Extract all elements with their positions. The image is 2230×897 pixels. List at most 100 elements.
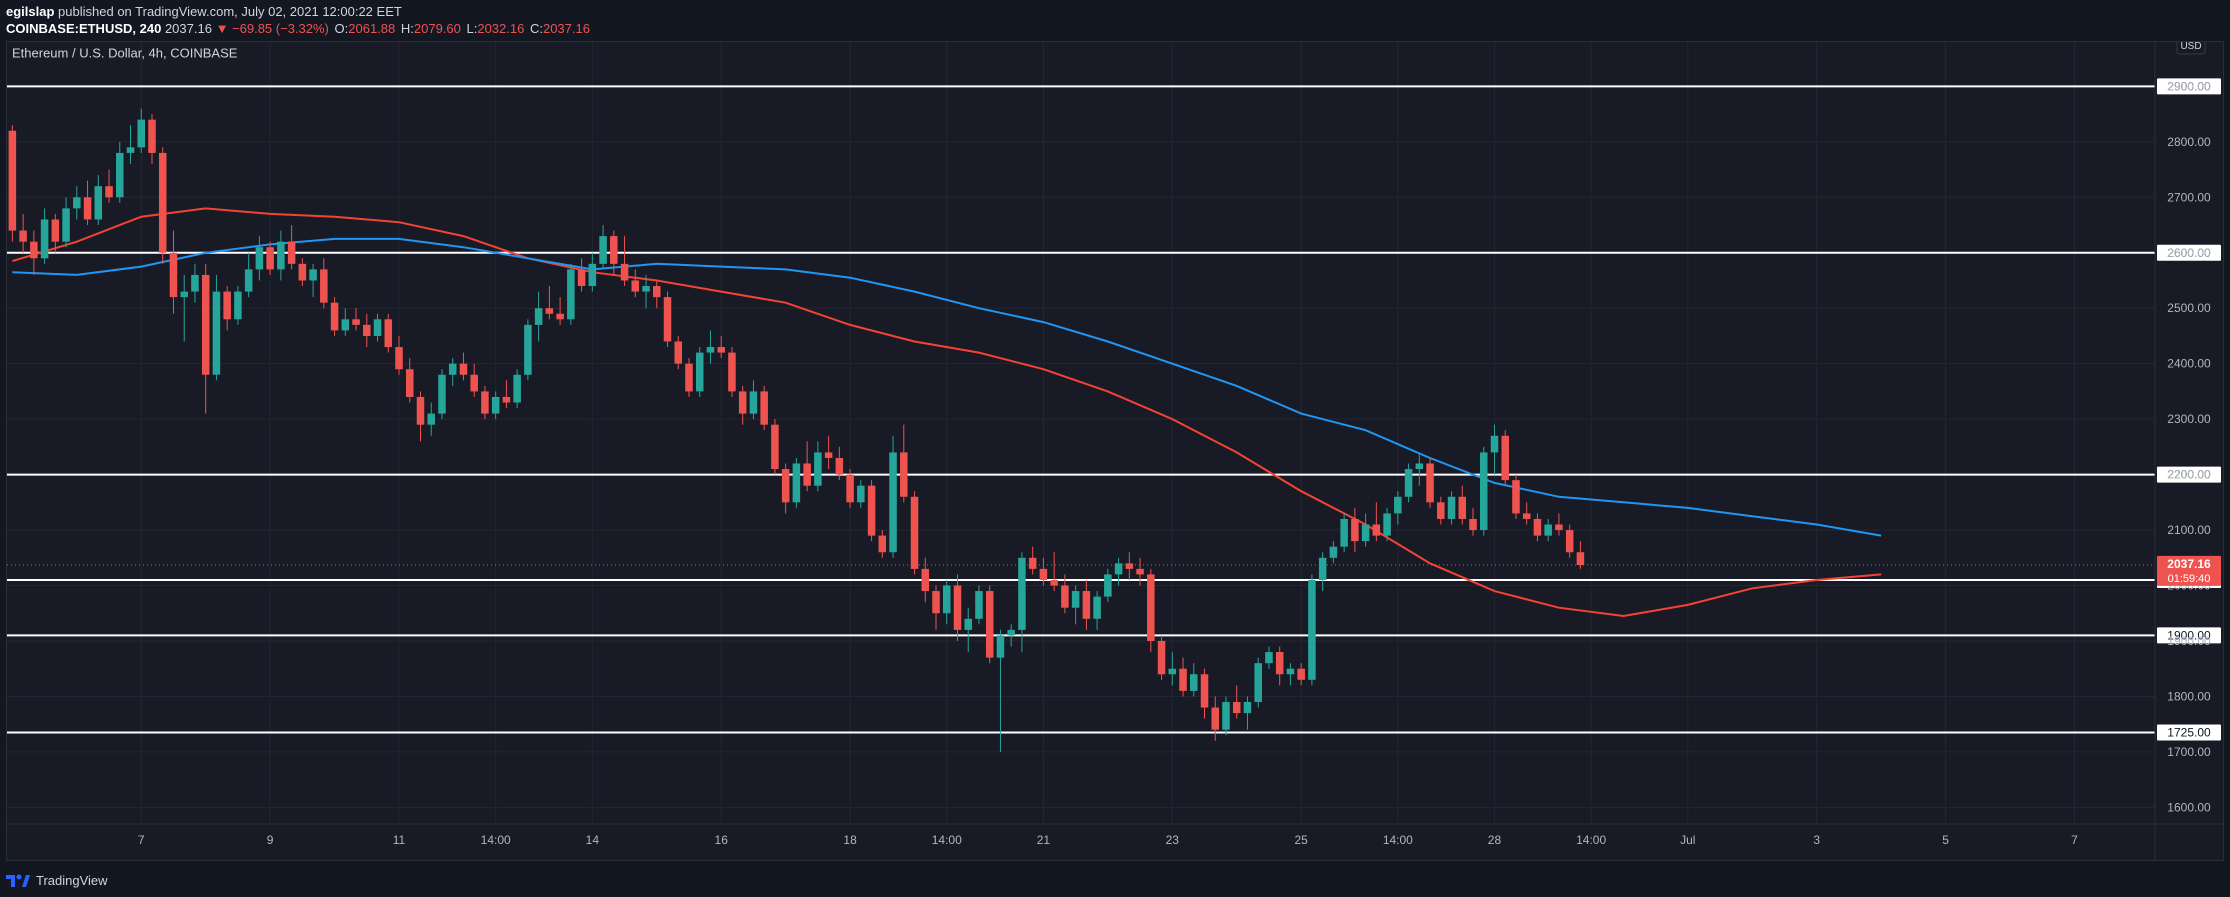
candle-body (1512, 480, 1520, 514)
candle (384, 313, 393, 353)
level-price-badge (2157, 78, 2221, 95)
candle (631, 269, 640, 298)
candle (1565, 524, 1574, 558)
candle-body (1093, 596, 1101, 619)
price-axis[interactable]: 1600.001700.001800.001900.002000.002100.… (2167, 79, 2211, 814)
author-name[interactable]: egilslap (6, 4, 55, 19)
candle (1533, 513, 1542, 542)
last-price-value: 2037.16 (2167, 557, 2211, 571)
candle-body (1297, 668, 1305, 680)
candle-body (1243, 701, 1252, 714)
candle (405, 358, 414, 403)
candle (491, 391, 500, 420)
candle (985, 585, 994, 664)
candle-body (760, 391, 768, 425)
candle (953, 574, 962, 641)
price-tick-label: 2900.00 (2167, 79, 2211, 93)
candle (169, 230, 178, 314)
candle-body (964, 618, 972, 630)
candle (320, 258, 328, 309)
candle (867, 480, 876, 542)
currency-badge[interactable]: USD (2176, 35, 2206, 55)
time-tick-label: 16 (715, 833, 729, 847)
candle (1297, 663, 1305, 686)
candle-body (792, 463, 801, 503)
candle (781, 463, 790, 514)
time-tick-label: 7 (138, 833, 145, 847)
candle (502, 380, 511, 409)
price-chart[interactable]: Ethereum / U.S. Dollar, 4h, COINBASE 290… (7, 35, 2223, 860)
moving-average-line (12, 237, 1882, 537)
candle (1147, 568, 1155, 653)
candle (352, 308, 360, 331)
tradingview-logo-icon (6, 874, 30, 887)
candle (620, 236, 629, 287)
candle-body (803, 463, 811, 486)
time-tick-label: 14:00 (481, 833, 511, 847)
candle (1157, 635, 1166, 680)
candle (932, 585, 940, 630)
candle-body (481, 391, 489, 414)
candle (599, 225, 607, 270)
candle (674, 335, 683, 370)
candle (1544, 518, 1552, 542)
candle-body (1039, 568, 1048, 580)
moving-averages (12, 207, 1882, 618)
candle (448, 358, 457, 386)
candle (900, 424, 908, 503)
price-tick-label: 2300.00 (2167, 412, 2211, 426)
candle (728, 347, 736, 397)
price-tick-label: 2600.00 (2167, 246, 2211, 260)
candle (567, 263, 575, 325)
candle (30, 230, 38, 275)
time-tick-label: 28 (1488, 833, 1502, 847)
candle (277, 230, 285, 281)
candle-body (8, 130, 17, 231)
last-price: 2037.16 (164, 21, 212, 36)
candle-body (1544, 524, 1552, 536)
candle-body (771, 424, 779, 470)
candle (577, 258, 586, 292)
candle-body (975, 591, 983, 619)
level-price-label: 1725.00 (2167, 725, 2211, 739)
candle (1501, 430, 1509, 486)
candle (1232, 685, 1241, 719)
candle-body (1136, 568, 1144, 575)
candle-body (234, 291, 242, 320)
candle-body (1265, 652, 1273, 664)
candle (1372, 502, 1381, 542)
time-axis[interactable]: 7 9 11 14:00 14 16 18 14:00 21 23 25 14:00 28 14:00 Ju… (138, 833, 2078, 847)
candle-body (1340, 518, 1348, 547)
candle (148, 114, 156, 165)
candle-body (191, 274, 199, 292)
candle (212, 274, 221, 381)
candle-body (1050, 579, 1058, 586)
candle-body (448, 363, 457, 375)
level-price-badge (2157, 724, 2221, 741)
candle-body (610, 236, 618, 264)
candle (191, 263, 199, 303)
time-tick-label: 9 (267, 833, 274, 847)
candle (1200, 668, 1209, 719)
candle-body (1522, 513, 1531, 519)
candle (1351, 507, 1359, 553)
candle-body (599, 236, 607, 264)
candle (1447, 491, 1456, 525)
candle (62, 197, 70, 248)
candle-body (330, 302, 339, 331)
candle (685, 358, 693, 397)
time-tick-label: 14:00 (1576, 833, 1606, 847)
candle (1114, 557, 1123, 586)
candle-body (781, 469, 790, 503)
brand-name[interactable]: TradingView (36, 872, 108, 888)
candle (1340, 513, 1348, 553)
symbol-label: COINBASE:ETHUSD, 240 (6, 21, 162, 36)
chart-panel[interactable]: Ethereum / U.S. Dollar, 4h, COINBASE 290… (6, 35, 2224, 861)
candle-body (1533, 518, 1542, 536)
time-tick-label: Jul (1680, 833, 1695, 847)
candle (695, 347, 704, 397)
candle-body (287, 241, 296, 264)
candle-body (40, 219, 49, 259)
candle-body (373, 319, 382, 336)
candle (803, 441, 811, 492)
